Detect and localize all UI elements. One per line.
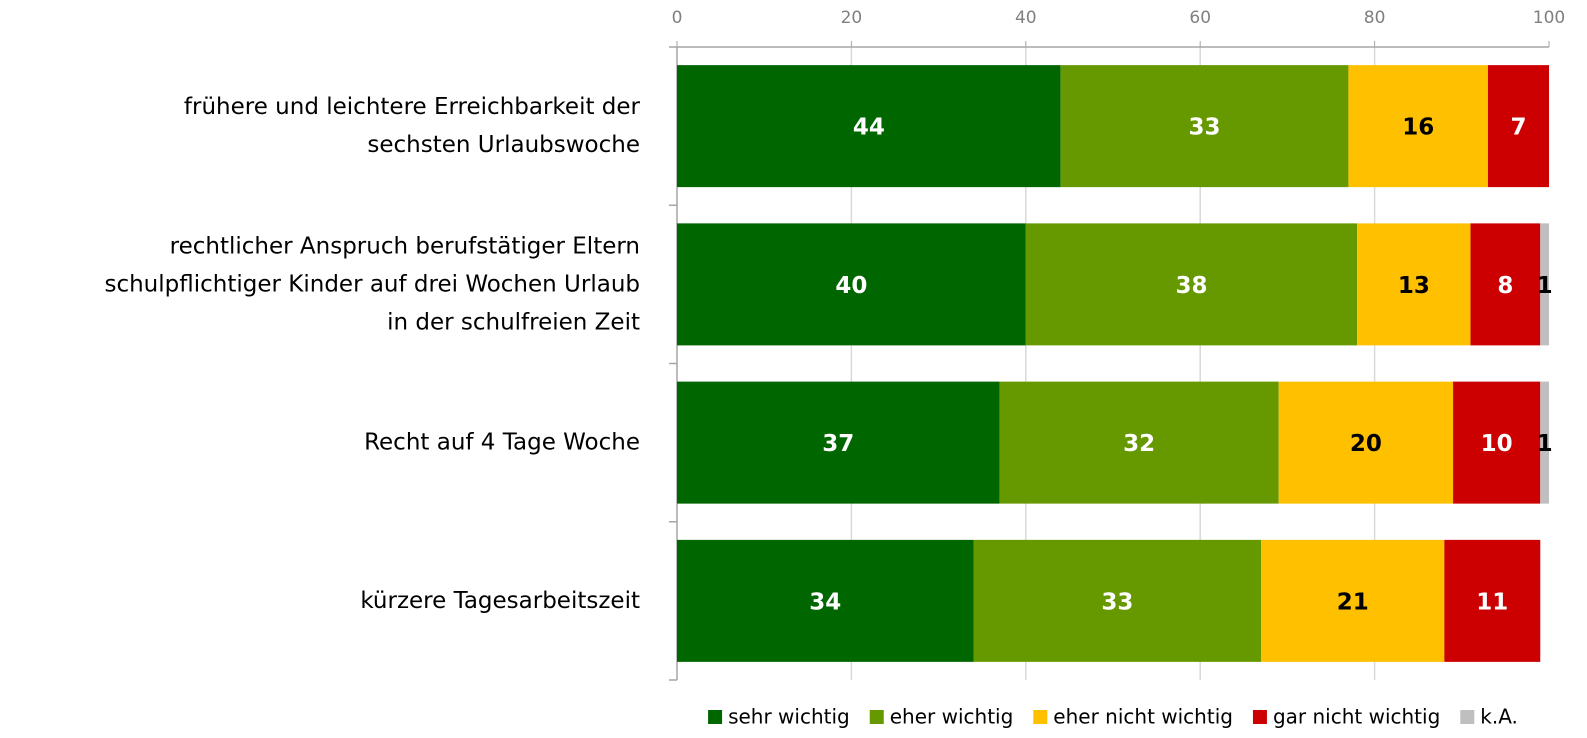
- legend-swatch: [1460, 710, 1475, 724]
- legend-swatch: [1033, 710, 1048, 724]
- bar-segment: [1444, 539, 1541, 662]
- data-label: 13: [1398, 273, 1430, 299]
- data-label: 37: [822, 431, 854, 457]
- data-label: 38: [1175, 273, 1207, 299]
- bar-segment: [1540, 223, 1549, 346]
- bar-segment: [1540, 381, 1549, 504]
- x-tick-label: 0: [672, 8, 683, 28]
- category-label: rechtlicher Anspruch berufstätiger Elter…: [104, 233, 640, 335]
- data-label: 16: [1402, 115, 1434, 141]
- data-label: 1: [1537, 273, 1553, 299]
- data-label: 10: [1481, 431, 1513, 457]
- bar-segment: [677, 223, 1026, 346]
- legend-label: k.A.: [1480, 705, 1518, 729]
- data-label: 7: [1510, 115, 1526, 141]
- legend-swatch: [869, 710, 884, 724]
- data-label: 40: [835, 273, 867, 299]
- legend-label: eher nicht wichtig: [1053, 705, 1233, 729]
- data-label: 33: [1189, 115, 1221, 141]
- bar-segment: [1025, 223, 1358, 346]
- bar-segment: [1357, 223, 1471, 346]
- bar-segment: [1060, 65, 1349, 188]
- bar-segment: [677, 381, 1000, 504]
- data-label: 32: [1123, 431, 1155, 457]
- category-label: frühere und leichtere Erreichbarkeit der…: [184, 94, 641, 158]
- legend-swatch: [1252, 710, 1267, 724]
- bar-segment: [1261, 539, 1445, 662]
- legend: sehr wichtig eher wichtig eher nicht wicht…: [708, 705, 1518, 729]
- bar-segment: [1487, 65, 1549, 188]
- data-label: 34: [809, 589, 841, 615]
- bar-segment: [1278, 381, 1454, 504]
- legend-label: sehr wichtig: [728, 705, 850, 729]
- bar-segment: [1348, 65, 1488, 188]
- x-tick-label: 40: [1015, 8, 1037, 28]
- x-tick-label: 20: [841, 8, 863, 28]
- data-label: 11: [1476, 589, 1508, 615]
- x-tick-label: 100: [1533, 8, 1565, 28]
- data-label: 21: [1337, 589, 1369, 615]
- data-label: 33: [1101, 589, 1133, 615]
- legend-swatch: [708, 710, 723, 724]
- bar-segment: [1470, 223, 1541, 346]
- data-label: 8: [1497, 273, 1513, 299]
- legend-label: gar nicht wichtig: [1273, 705, 1440, 729]
- data-label: 44: [853, 115, 885, 141]
- data-label: 1: [1537, 431, 1553, 457]
- x-tick-label: 60: [1189, 8, 1211, 28]
- bar-segment: [973, 539, 1262, 662]
- bar-segment: [1453, 381, 1541, 504]
- data-label: 20: [1350, 431, 1382, 457]
- category-label: Recht auf 4 Tage Woche: [364, 429, 640, 455]
- x-tick-label: 80: [1364, 8, 1386, 28]
- bar-segment: [999, 381, 1279, 504]
- bar-segment: [677, 65, 1061, 188]
- bar-segment: [677, 539, 974, 662]
- legend-label: eher wichtig: [890, 705, 1014, 729]
- category-label: kürzere Tagesarbeitszeit: [360, 587, 640, 613]
